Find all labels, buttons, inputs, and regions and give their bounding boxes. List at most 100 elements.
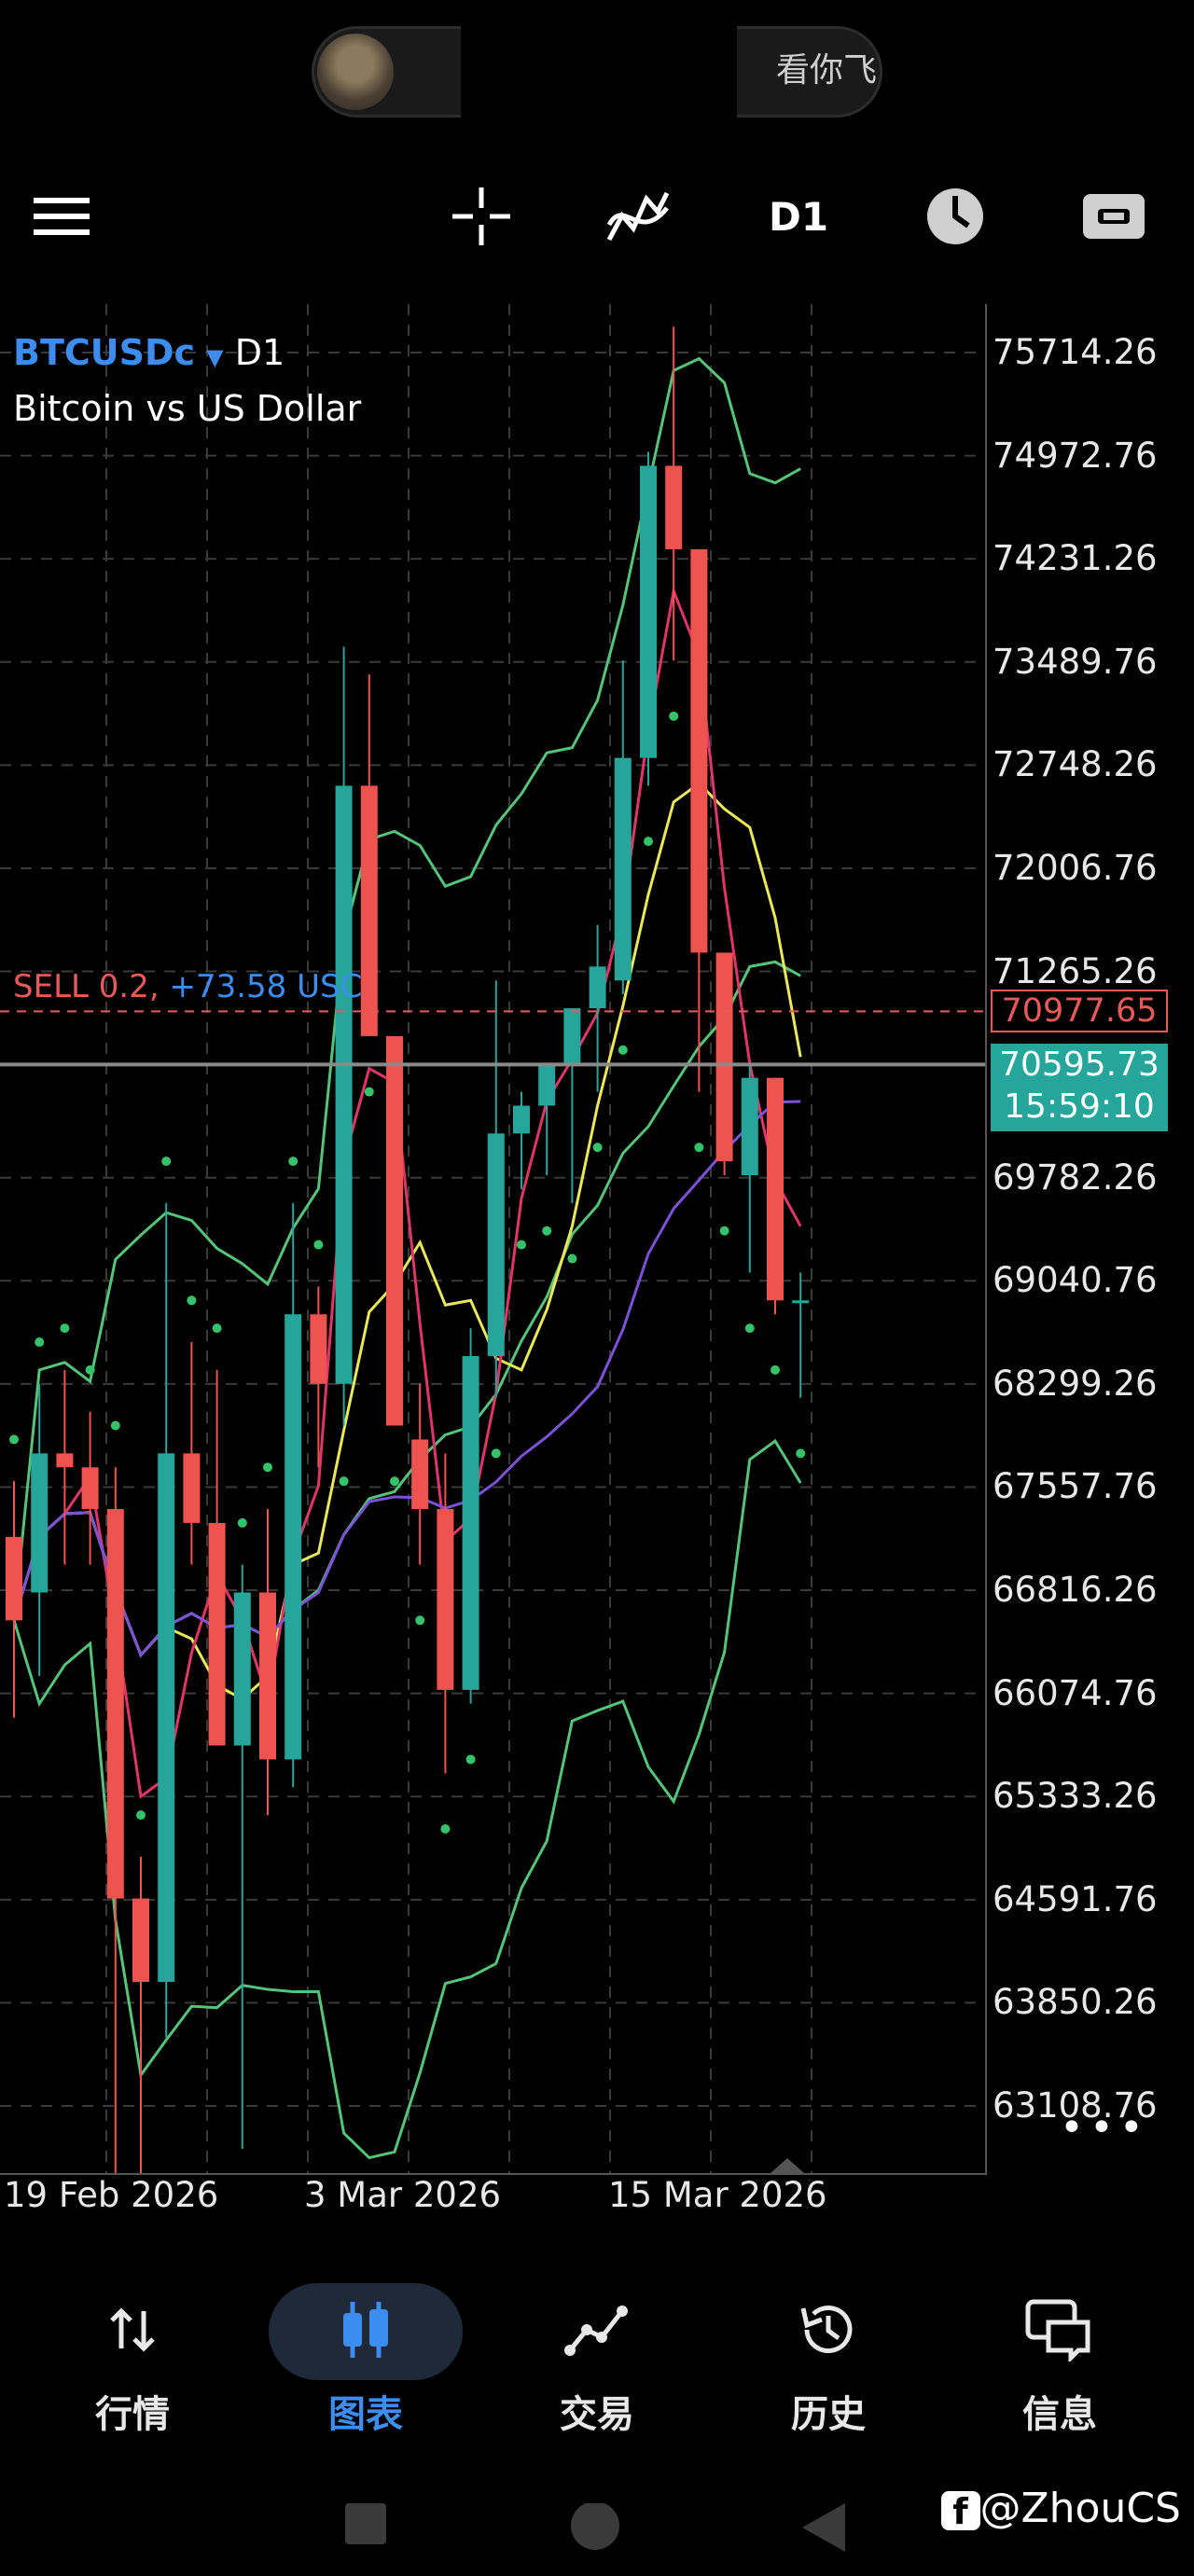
candle-body — [767, 1077, 784, 1301]
candle-body — [614, 757, 632, 981]
objects-icon[interactable] — [1080, 183, 1147, 250]
nav-active-indicator — [269, 2283, 463, 2380]
candle-body — [792, 1300, 810, 1304]
more-options-button[interactable]: ••• — [1060, 2104, 1149, 2152]
scroll-end-icon[interactable] — [771, 2156, 804, 2173]
sar-dot — [491, 1448, 501, 1459]
trade-icon — [504, 2283, 690, 2376]
sar-dot — [390, 1476, 399, 1487]
nav-quotes[interactable]: 行情 — [39, 2283, 226, 2460]
candle-body — [81, 1467, 99, 1509]
sar-dot — [644, 837, 653, 847]
watermark: f @ZhouCS — [940, 2485, 1181, 2532]
bar-countdown: 15:59:10 — [1004, 1087, 1155, 1127]
sar-dot — [9, 1434, 19, 1445]
sar-dot — [567, 1253, 577, 1264]
date-label: 15 Mar 2026 — [608, 2175, 827, 2215]
candle-body — [462, 1355, 479, 1690]
candle-body — [158, 1453, 175, 1983]
chart-icon — [272, 2283, 459, 2376]
date-label: 19 Feb 2026 — [4, 2175, 219, 2215]
sar-dot — [237, 1517, 247, 1528]
avatar[interactable] — [317, 34, 394, 110]
candle-body — [335, 785, 353, 1384]
recents-button[interactable] — [345, 2503, 386, 2548]
sar-dot — [465, 1754, 476, 1765]
price-axis-label: 73489.76 — [993, 641, 1158, 682]
ma-mid-line — [12, 782, 802, 1701]
price-axis-label: 66074.76 — [993, 1672, 1158, 1713]
price-axis-label: 74231.26 — [993, 538, 1158, 579]
nav-chart[interactable]: 图表 — [272, 2283, 459, 2460]
price-axis-label: 71265.26 — [993, 950, 1158, 991]
price-axis-label: 69040.76 — [993, 1260, 1158, 1301]
price-axis-label: 66816.26 — [993, 1570, 1158, 1611]
date-label: 3 Mar 2026 — [304, 2175, 502, 2215]
back-button[interactable] — [802, 2503, 845, 2555]
candle-body — [31, 1453, 49, 1593]
candle-body — [589, 966, 606, 1009]
candle-body — [208, 1522, 226, 1746]
ma-fast-line — [12, 586, 802, 1799]
ma-slow-line — [12, 1100, 801, 1658]
candle-body — [132, 1898, 149, 1983]
candle-body — [513, 1105, 530, 1134]
status-pill-gap — [461, 26, 737, 118]
bollinger-lower-line — [12, 1438, 802, 2160]
chart-symbol-header[interactable]: BTCUSDc ▼ D1 — [13, 332, 285, 373]
price-axis-label: 69782.26 — [993, 1156, 1158, 1198]
chart-timeframe: D1 — [234, 332, 285, 373]
history-icon — [735, 2283, 922, 2376]
price-axis-label: 65333.26 — [993, 1776, 1158, 1817]
chart-symbol: BTCUSDc — [13, 332, 196, 373]
sar-dot — [364, 1087, 374, 1097]
sar-dot — [796, 1448, 806, 1459]
sar-dot — [415, 1615, 425, 1626]
status-pill-text: 看你飞 — [775, 51, 877, 90]
candle-body — [360, 785, 378, 1036]
sar-dot — [744, 1323, 755, 1334]
nav-messages[interactable]: 信息 — [966, 2283, 1153, 2460]
sar-dot — [212, 1323, 222, 1334]
candle-body — [563, 1008, 581, 1064]
nav-label: 图表 — [328, 2393, 403, 2436]
crosshair-icon[interactable] — [448, 183, 515, 250]
nav-label: 行情 — [95, 2393, 170, 2436]
candle-body — [183, 1453, 201, 1523]
sar-dot — [35, 1337, 45, 1348]
order-line-label[interactable]: SELL 0.2, +73.58 USC — [13, 968, 362, 1005]
sar-dot — [288, 1156, 298, 1167]
nav-history[interactable]: 历史 — [735, 2283, 922, 2460]
candle-body — [690, 548, 708, 953]
facebook-icon: f — [940, 2491, 980, 2532]
sar-dot — [440, 1824, 451, 1835]
price-level-lines — [0, 1010, 987, 1067]
nav-trade[interactable]: 交易 — [504, 2283, 690, 2460]
price-axis-label: 72006.76 — [993, 847, 1158, 888]
price-chart[interactable] — [0, 304, 987, 2175]
home-button[interactable] — [571, 2501, 619, 2555]
quotes-icon — [39, 2283, 226, 2376]
order-side: SELL 0.2, — [13, 968, 160, 1006]
clock-icon[interactable] — [922, 183, 989, 250]
candle-body — [56, 1453, 74, 1468]
sar-dot — [187, 1295, 197, 1306]
sar-dot — [719, 1226, 729, 1236]
price-axis-label: 64591.76 — [993, 1878, 1158, 1919]
nav-label: 历史 — [791, 2393, 866, 2436]
candle-body — [538, 1063, 556, 1106]
indicator-lines — [12, 356, 802, 2160]
sar-dot — [339, 1476, 349, 1487]
candle-body — [6, 1536, 22, 1621]
candle-body — [386, 1035, 403, 1426]
menu-icon[interactable] — [28, 183, 95, 250]
price-axis-label: 67557.76 — [993, 1466, 1158, 1507]
sar-dot — [542, 1226, 552, 1236]
sar-dot — [669, 711, 679, 721]
bid-price: 70595.73 — [999, 1046, 1159, 1085]
bid-price-tag: 70595.73 15:59:10 — [991, 1044, 1168, 1132]
timeframe-button[interactable]: D1 — [765, 183, 832, 250]
price-axis-label: 74972.76 — [993, 435, 1158, 476]
price-axis-label: 75714.26 — [993, 332, 1158, 372]
indicators-icon[interactable] — [604, 183, 672, 250]
